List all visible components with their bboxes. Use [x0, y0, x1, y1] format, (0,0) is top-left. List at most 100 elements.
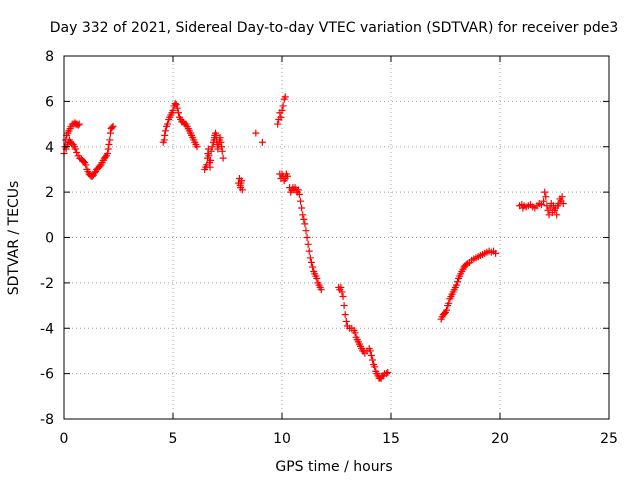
data-point — [161, 127, 169, 135]
data-point — [173, 104, 181, 112]
data-point — [313, 274, 321, 282]
y-tick-label: 6 — [45, 94, 54, 110]
data-point — [252, 129, 260, 137]
data-point — [309, 263, 317, 271]
data-point — [106, 136, 114, 144]
data-point — [74, 121, 82, 129]
data-point — [279, 102, 287, 110]
data-point — [337, 283, 345, 291]
data-point — [205, 152, 213, 160]
data-markers — [60, 93, 567, 382]
data-point — [542, 193, 550, 201]
tick-labels: 0 5 10 15 20 25 -8 -6 -4 -2 0 2 4 6 8 — [40, 49, 618, 447]
data-point — [258, 138, 266, 146]
data-point — [218, 143, 226, 151]
grid — [64, 56, 609, 419]
data-point — [366, 347, 374, 355]
data-point — [340, 302, 348, 310]
data-point — [443, 306, 451, 314]
data-point — [445, 299, 453, 307]
data-point — [342, 317, 350, 325]
data-point — [317, 286, 325, 294]
data-point — [306, 254, 314, 262]
data-point — [214, 145, 222, 153]
x-tick-label: 15 — [382, 431, 400, 447]
data-point — [207, 147, 215, 155]
y-tick-label: -4 — [40, 321, 54, 337]
data-point — [105, 140, 113, 148]
data-point — [219, 154, 227, 162]
data-point — [541, 188, 549, 196]
data-point — [559, 199, 567, 207]
data-point — [338, 288, 346, 296]
data-point — [277, 113, 285, 121]
data-point — [238, 186, 246, 194]
x-tick-label: 10 — [273, 431, 291, 447]
data-point — [208, 143, 216, 151]
x-axis-label: GPS time / hours — [275, 459, 392, 475]
data-point — [75, 120, 83, 128]
data-point — [298, 204, 306, 212]
data-point — [339, 292, 347, 300]
data-point — [302, 227, 310, 235]
data-point — [351, 329, 359, 337]
data-point — [367, 351, 375, 359]
data-point — [161, 131, 169, 139]
data-point — [307, 258, 315, 266]
y-tick-label: 2 — [45, 185, 54, 201]
y-tick-label: 0 — [45, 231, 54, 247]
x-tick-label: 5 — [169, 431, 178, 447]
data-point — [172, 101, 180, 109]
data-point — [341, 311, 349, 319]
y-tick-label: -8 — [40, 412, 54, 428]
data-point — [553, 211, 561, 219]
data-point — [218, 147, 226, 155]
data-point — [297, 197, 305, 205]
x-tick-label: 25 — [600, 431, 618, 447]
y-axis-label: SDTVAR / TECUs — [6, 181, 22, 296]
data-point — [281, 93, 289, 101]
data-point — [299, 211, 307, 219]
data-point — [206, 163, 214, 171]
data-point — [383, 370, 391, 378]
data-point — [558, 193, 566, 201]
data-point — [453, 278, 461, 286]
data-point — [368, 356, 376, 364]
data-point — [73, 148, 81, 156]
y-tick-label: 8 — [45, 49, 54, 65]
data-point — [540, 197, 548, 205]
data-point — [492, 249, 500, 257]
data-point — [164, 120, 172, 128]
data-point — [193, 143, 201, 151]
data-point — [82, 161, 90, 169]
data-point — [108, 123, 116, 131]
x-tick-label: 20 — [491, 431, 509, 447]
y-tick-label: -2 — [40, 276, 54, 292]
data-point — [174, 109, 182, 117]
data-point — [371, 363, 379, 371]
data-point — [294, 186, 302, 194]
data-point — [109, 122, 117, 130]
data-point — [169, 106, 177, 114]
data-point — [303, 234, 311, 241]
data-point — [206, 156, 214, 164]
data-point — [304, 240, 312, 248]
data-point — [452, 281, 460, 289]
data-point — [216, 134, 224, 142]
data-point — [295, 190, 303, 198]
axis-ticks — [63, 55, 610, 420]
y-tick-label: -6 — [40, 367, 54, 383]
data-point — [104, 145, 112, 153]
data-point — [283, 172, 291, 180]
data-point — [301, 220, 309, 228]
data-point — [106, 129, 114, 137]
x-tick-label: 0 — [60, 431, 69, 447]
data-point — [71, 145, 79, 153]
data-point — [171, 100, 179, 108]
data-point — [305, 247, 313, 255]
data-point — [384, 368, 392, 376]
chart-title: Day 332 of 2021, Sidereal Day-to-day VTE… — [50, 20, 619, 36]
data-point — [217, 138, 225, 146]
